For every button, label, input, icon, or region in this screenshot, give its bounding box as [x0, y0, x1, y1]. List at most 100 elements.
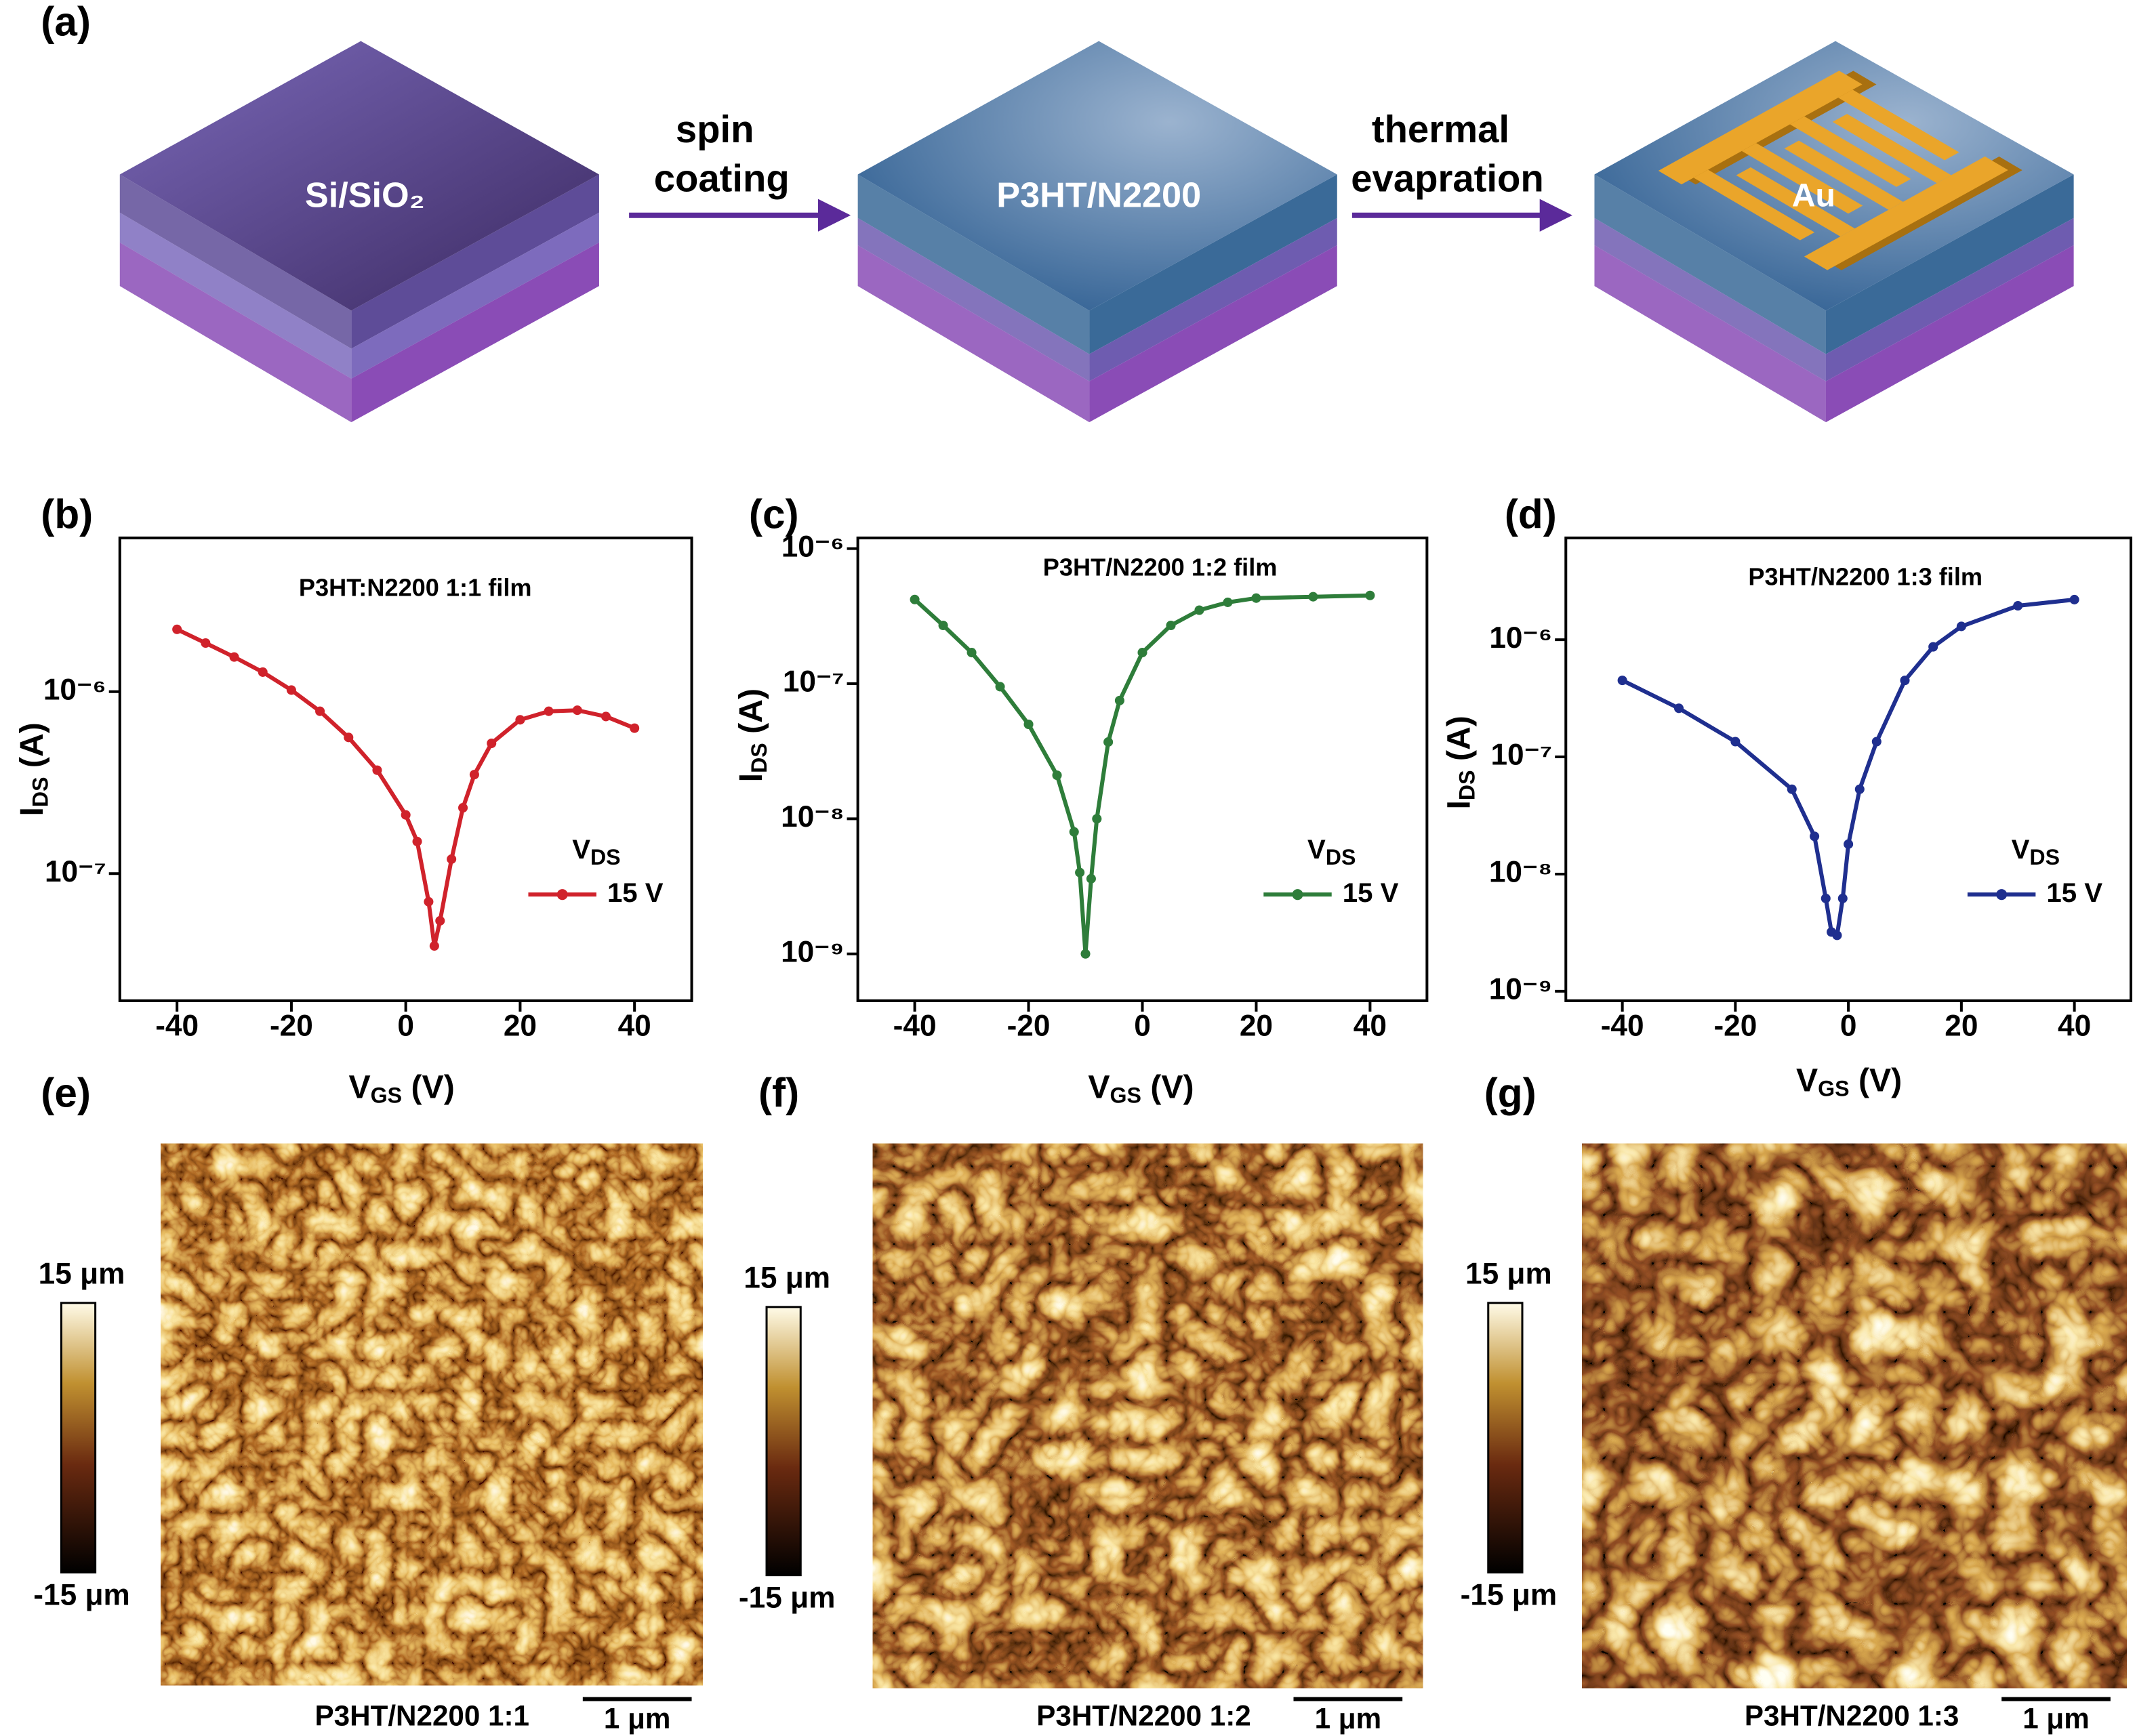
y-axis-label-part: (A)	[14, 722, 50, 777]
panel-label: (d)	[1505, 491, 1557, 537]
y-axis-label-part: (A)	[733, 688, 769, 743]
chart: (b) P3HT:N2200 1:1 film -40 -20 0 20 40 10⁻⁷ 10⁻…	[14, 491, 693, 1108]
chart: (c) P3HT/N2200 1:2 film -40 -20 0 20 40 10⁻⁹ 10⁻…	[733, 491, 1429, 1108]
data-point	[1069, 827, 1079, 837]
box-side	[119, 174, 352, 349]
data-point	[435, 915, 445, 926]
data-point	[1114, 695, 1124, 705]
x-tick-label: 0	[397, 1010, 414, 1043]
box-side	[119, 212, 352, 379]
data-point	[1810, 831, 1820, 842]
chart-title: P3HT/N2200 1:2 film	[1043, 554, 1278, 581]
x-axis-label-part: GS	[371, 1083, 402, 1108]
data-point	[458, 803, 468, 813]
data-point	[447, 854, 457, 864]
box-side	[1594, 245, 1826, 423]
box-side	[1089, 174, 1337, 354]
x-axis-label: VGS (V)	[1796, 1062, 1902, 1101]
colorbar-max: 15 μm	[39, 1257, 125, 1290]
x-tick-label: 0	[1134, 1010, 1151, 1043]
plot-frame	[118, 536, 693, 1002]
colorbar	[60, 1302, 97, 1574]
y-tick-label: 10⁻⁶	[781, 530, 845, 563]
data-point	[429, 941, 439, 951]
step-label: evapration	[1351, 157, 1543, 199]
afm-caption: P3HT/N2200 1:3	[1745, 1700, 1959, 1732]
y-tick-label: 10⁻⁷	[45, 855, 106, 888]
data-point	[487, 738, 497, 749]
data-point	[1900, 676, 1910, 686]
legend-title-part: V	[572, 833, 590, 864]
x-axis-label: VGS (V)	[349, 1069, 455, 1108]
box-side	[1825, 218, 2074, 381]
scale-bar-label: 1 μm	[604, 1703, 670, 1735]
data-point	[1223, 597, 1233, 607]
y-axis-label-part: DS	[28, 777, 53, 807]
legend-label: 15 V	[1343, 877, 1399, 908]
y-axis-label-part: (A)	[1440, 716, 1477, 770]
box-side	[1825, 174, 2074, 354]
data-point	[424, 896, 434, 907]
colorbar	[1487, 1302, 1524, 1574]
box-side	[1594, 218, 1826, 381]
x-axis-label-part: GS	[1110, 1083, 1141, 1108]
y-tick-label: 10⁻⁸	[1489, 856, 1552, 889]
colorbar-max: 15 μm	[1465, 1257, 1552, 1290]
data-point	[1086, 873, 1096, 884]
x-tick-label: -40	[155, 1010, 199, 1043]
data-point	[515, 715, 525, 725]
data-point	[286, 685, 296, 695]
x-tick-label: 0	[1840, 1010, 1857, 1043]
box-side	[1825, 245, 2074, 423]
panel-label: (b)	[41, 491, 93, 537]
data-point	[601, 711, 611, 722]
legend-label: 15 V	[607, 877, 664, 908]
data-point	[1023, 719, 1034, 730]
box-side	[1089, 218, 1337, 381]
afm-image	[161, 1143, 703, 1686]
legend-title: VDS	[2012, 833, 2060, 869]
x-tick-label: 20	[1945, 1010, 1978, 1043]
x-axis-label-part: (V)	[1850, 1062, 1903, 1098]
y-axis-label-part: I	[1440, 800, 1477, 809]
x-tick-label: -20	[270, 1010, 313, 1043]
x-tick-label: -20	[1713, 1010, 1757, 1043]
afm-image	[872, 1143, 1423, 1689]
x-axis-label-part: V	[1088, 1069, 1110, 1105]
afm-image	[1582, 1143, 2127, 1689]
data-point	[1787, 784, 1797, 794]
legend-title-part: V	[1307, 833, 1326, 864]
legend-title: VDS	[572, 833, 620, 869]
x-tick-label: 40	[618, 1010, 651, 1043]
plot-frame	[1564, 536, 2132, 1002]
legend-title-part: DS	[1326, 845, 1356, 869]
au-electrodes	[1658, 70, 2022, 270]
box-side	[1089, 245, 1337, 423]
step-label: thermal	[1372, 108, 1509, 150]
panel-label: (f)	[758, 1069, 799, 1115]
box-side	[857, 174, 1090, 354]
chart-title: P3HT/N2200 1:3 film	[1748, 563, 1982, 591]
data-point	[412, 836, 422, 846]
data-point	[572, 705, 582, 716]
scale-bar-label: 1 μm	[2022, 1703, 2089, 1735]
chart: (d) P3HT/N2200 1:3 film -40 -20 0 20 40 10⁻⁹ 10⁻…	[1440, 491, 2132, 1101]
legend-title: VDS	[1307, 833, 1356, 869]
y-tick-label: 10⁻⁶	[43, 673, 106, 706]
x-tick-label: -40	[1601, 1010, 1644, 1043]
y-axis-label-part: I	[733, 773, 769, 782]
data-point	[1617, 676, 1627, 686]
data-point	[1956, 621, 1966, 632]
x-axis-label-part: (V)	[1141, 1069, 1194, 1105]
data-point	[469, 770, 479, 780]
box-side	[857, 218, 1090, 381]
legend-label: 15 V	[2046, 877, 2102, 908]
data-point	[1251, 593, 1261, 603]
schematic	[119, 41, 2074, 423]
x-tick-label: 20	[1240, 1010, 1273, 1043]
afm-caption: P3HT/N2200 1:1	[315, 1700, 529, 1732]
x-tick-label: 40	[1354, 1010, 1387, 1043]
legend-title-part: DS	[2029, 845, 2060, 869]
box-side	[857, 245, 1090, 423]
